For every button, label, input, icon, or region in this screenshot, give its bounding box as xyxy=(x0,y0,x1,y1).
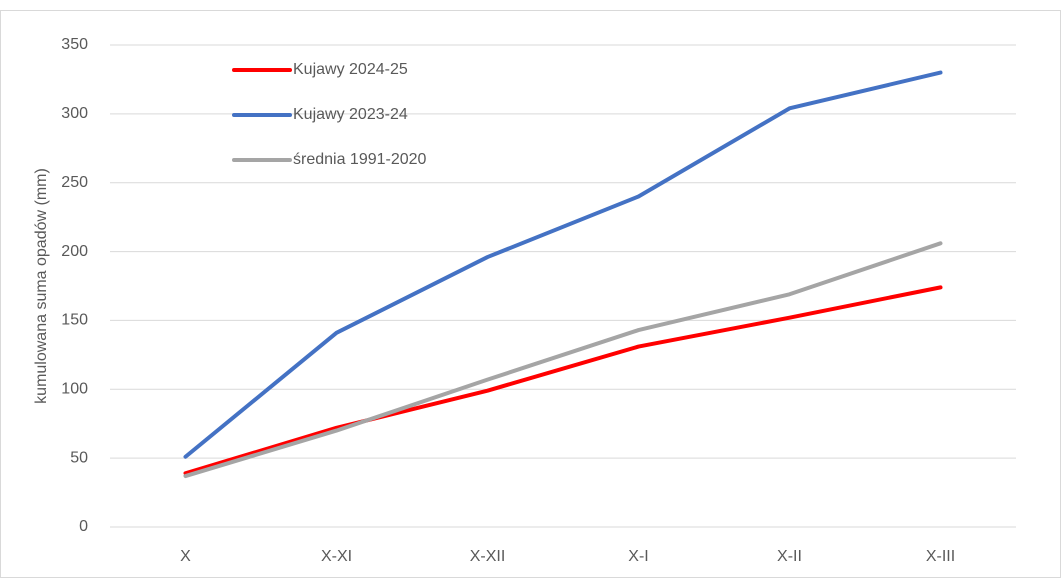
legend-label: Kujawy 2023-24 xyxy=(293,106,408,123)
y-tick-label: 0 xyxy=(79,518,88,535)
y-tick-label: 150 xyxy=(61,312,88,329)
y-axis-label: kumulowana suma opadów (mm) xyxy=(33,168,50,404)
series-line xyxy=(183,70,943,459)
x-tick-label: X-XI xyxy=(321,548,352,565)
series-line xyxy=(183,241,943,479)
x-tick-label: X-I xyxy=(628,548,648,565)
x-tick-label: X-II xyxy=(777,548,802,565)
chart-frame xyxy=(0,10,1061,578)
y-tick-label: 50 xyxy=(70,449,88,466)
y-tick-label: 250 xyxy=(61,174,88,191)
x-tick-label: X xyxy=(180,548,191,565)
y-tick-label: 350 xyxy=(61,36,88,53)
x-tick-label: X-III xyxy=(926,548,955,565)
x-tick-label: X-XII xyxy=(470,548,506,565)
y-tick-label: 300 xyxy=(61,105,88,122)
y-tick-label: 100 xyxy=(61,381,88,398)
legend-label: Kujawy 2024-25 xyxy=(293,61,408,78)
y-tick-label: 200 xyxy=(61,243,88,260)
series-line xyxy=(183,285,943,476)
legend-label: średnia 1991-2020 xyxy=(293,151,427,168)
